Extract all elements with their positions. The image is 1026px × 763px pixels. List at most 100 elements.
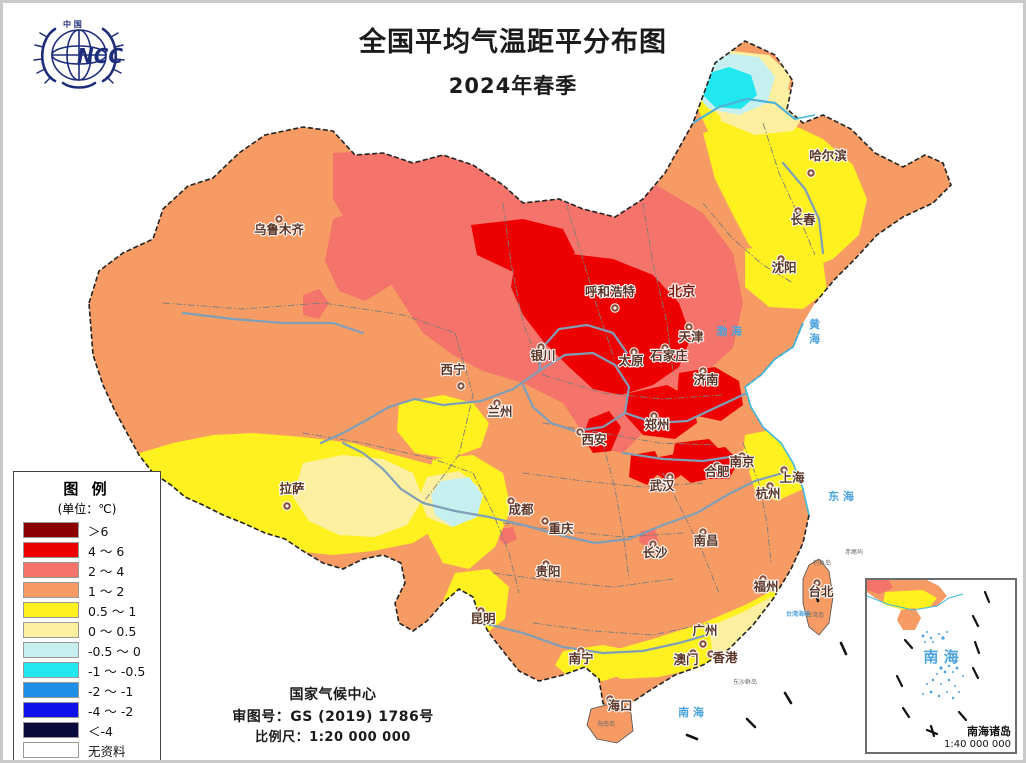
city-label: 哈尔滨 <box>809 148 847 163</box>
city-marker: 南昌 <box>692 527 720 549</box>
city-marker: 昆明 <box>469 606 497 627</box>
city-marker: 南京 <box>728 451 756 470</box>
legend-swatch <box>23 542 79 558</box>
legend-swatch <box>23 582 79 598</box>
legend-swatch <box>23 742 79 758</box>
city-dot-center <box>632 350 636 354</box>
legend-swatch <box>23 722 79 738</box>
yangtze-upper <box>341 441 425 505</box>
city-dot-center <box>663 346 667 350</box>
legend-item: ＞6 <box>14 520 160 540</box>
city-marker: 武汉 <box>648 472 676 494</box>
city-label: 广州 <box>692 623 717 638</box>
city-marker: 澳门 <box>672 648 700 668</box>
city-dot-center <box>544 562 548 566</box>
island-label: 东沙群岛 <box>733 678 757 686</box>
city-marker: 拉萨 <box>278 480 306 511</box>
city-label: 拉萨 <box>279 481 305 496</box>
legend-item: -2 ～ -1 <box>14 680 160 700</box>
legend-rows: ＞6 4 ～ 6 2 ～ 4 1 ～ 2 0.5 ～ 1 0 ～ 0.5 -0.5 ～ 0 -… <box>14 520 160 760</box>
city-label: 香港 <box>711 650 738 665</box>
legend-item: 0 ～ 0.5 <box>14 620 160 640</box>
band-05-1-ne <box>703 121 867 271</box>
legend: 图 例 (单位：℃) ＞6 4 ～ 6 2 ～ 4 1 ～ 2 0.5 ～ 1 0 ～ 0… <box>13 471 161 760</box>
city-label: 昆明 <box>470 611 495 626</box>
city-dot-center <box>701 642 705 646</box>
city-dot-center <box>543 519 547 523</box>
capital-marker: 北京 <box>667 282 696 301</box>
city-marker: 台北 <box>807 578 835 600</box>
city-dot-center <box>796 209 800 213</box>
inset-guangdong-yellow <box>883 590 937 610</box>
city-dot-center <box>809 171 813 175</box>
city-marker: 海口 <box>605 694 634 714</box>
legend-label: 2 ～ 4 <box>88 563 125 579</box>
city-dot-center <box>652 414 656 418</box>
city-dot-center <box>740 454 744 458</box>
island-label: 钓鱼岛 <box>813 559 831 567</box>
city-marker: 济南 <box>692 366 720 388</box>
city-dot-center <box>578 430 582 434</box>
city-label: 南京 <box>729 454 755 469</box>
inset-map: 南 海 <box>867 580 991 738</box>
south-china-sea-inset: 南 海 南海诸岛 1:40 000 000 <box>865 578 1017 754</box>
legend-swatch <box>23 522 79 538</box>
city-label: 武汉 <box>649 478 675 493</box>
city-label: 石家庄 <box>649 348 688 363</box>
map-canvas: 中 国 NCC 全国平均气温距平分布图 2024年春季 <box>3 3 1023 760</box>
city-label: 济南 <box>693 372 719 387</box>
city-dot-center <box>715 464 719 468</box>
legend-label: -1 ～ -0.5 <box>88 663 146 679</box>
band-05-1-southcoast <box>601 587 793 679</box>
city-label: 兰州 <box>487 404 512 419</box>
city-marker: 兰州 <box>486 398 514 420</box>
city-label: 沈阳 <box>771 260 796 275</box>
city-dot-center <box>509 499 513 503</box>
city-marker: 重庆 <box>540 516 575 537</box>
city-label: 太原 <box>618 353 644 368</box>
inset-title: 南海诸岛 <box>967 725 1011 738</box>
legend-swatch <box>23 642 79 658</box>
city-label: 银川 <box>530 348 555 363</box>
city-dot-center <box>579 649 583 653</box>
city-marker: 南宁 <box>567 646 595 667</box>
band-0-05-tibet <box>293 455 423 537</box>
city-marker: 沈阳 <box>770 254 798 276</box>
island-label: 台湾岛 <box>806 611 824 619</box>
footer-block: 国家气候中心 审图号：GS (2019) 1786号 比例尺：1:20 000 … <box>173 685 493 749</box>
island-label: 赤尾屿 <box>845 548 863 556</box>
huaihe <box>621 451 745 463</box>
city-dot-center <box>701 369 705 373</box>
legend-label: 0 ～ 0.5 <box>88 623 137 639</box>
yellow-river <box>441 351 631 433</box>
yangtze <box>421 471 785 545</box>
city-dot-center <box>782 468 786 472</box>
legend-item: 无资料 <box>14 740 160 760</box>
city-marker: 哈尔滨 <box>806 147 848 178</box>
city-dot-center <box>479 609 483 613</box>
city-dot-center <box>761 577 765 581</box>
city-label: 西宁 <box>440 362 465 377</box>
city-marker: 石家庄 <box>648 343 689 364</box>
band-2-4-xinjiang-small <box>303 289 329 319</box>
legend-swatch <box>23 662 79 678</box>
city-dot-center <box>687 325 691 329</box>
sea-label-layer: 渤 海 黄 海东 海南 海 台湾海峡 <box>678 317 854 719</box>
ncc-logo: 中 国 NCC <box>33 19 125 89</box>
legend-unit: (单位：℃) <box>57 502 117 516</box>
legend-swatch <box>23 562 79 578</box>
city-marker: 长沙 <box>641 539 669 561</box>
sea-label: 渤 海 <box>716 324 742 338</box>
legend-item: -0.5 ～ 0 <box>14 640 160 660</box>
issuing-organization: 国家气候中心 <box>289 687 377 703</box>
city-label: 海口 <box>607 698 632 713</box>
city-dot-center <box>495 401 499 405</box>
sea-label: 黄 海 <box>808 317 821 345</box>
approval-number: 审图号：GS (2019) 1786号 <box>232 708 434 725</box>
city-marker: 贵阳 <box>534 559 562 580</box>
city-marker: 乌鲁木齐 <box>253 214 306 238</box>
inset-scale: 1:40 000 000 <box>944 739 1011 750</box>
